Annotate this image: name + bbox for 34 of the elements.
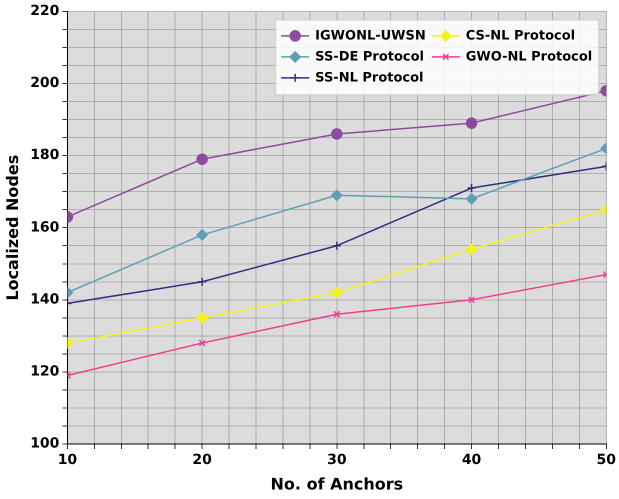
x-tick-label: 10 bbox=[58, 452, 78, 468]
x-tick-label: 20 bbox=[192, 452, 212, 468]
y-tick-label: 160 bbox=[30, 219, 60, 236]
x-tick-label: 30 bbox=[327, 452, 347, 468]
point bbox=[466, 193, 478, 205]
point bbox=[196, 153, 208, 165]
legend-label: SS-DE Protocol bbox=[315, 49, 424, 64]
legend-label: IGWONL-UWSN bbox=[315, 28, 426, 44]
y-tick-label: 140 bbox=[30, 291, 60, 308]
point bbox=[197, 277, 207, 287]
y-tick-label: 100 bbox=[30, 436, 60, 452]
y-axis-title: Localized Nodes bbox=[2, 154, 22, 301]
y-tick-label: 200 bbox=[30, 75, 60, 92]
x-axis-title: No. of Anchors bbox=[270, 474, 404, 494]
x-tick-label: 50 bbox=[596, 452, 616, 468]
point bbox=[468, 296, 476, 304]
point bbox=[332, 240, 342, 250]
y-tick-label: 180 bbox=[30, 147, 60, 164]
point bbox=[466, 117, 478, 129]
legend-label: SS-NL Protocol bbox=[315, 70, 424, 86]
y-tick-label: 120 bbox=[30, 364, 60, 380]
legend-label: CS-NL Protocol bbox=[466, 28, 576, 44]
y-tick-label: 220 bbox=[30, 3, 60, 20]
point bbox=[331, 190, 343, 202]
point bbox=[331, 128, 343, 140]
point bbox=[196, 312, 208, 324]
point bbox=[333, 310, 340, 318]
point bbox=[196, 229, 208, 241]
point bbox=[466, 183, 476, 193]
point bbox=[466, 244, 478, 256]
legend-label: GWO-NL Protocol bbox=[466, 49, 592, 64]
point bbox=[331, 286, 343, 298]
x-tick-label: 40 bbox=[462, 452, 482, 468]
point bbox=[198, 339, 206, 347]
